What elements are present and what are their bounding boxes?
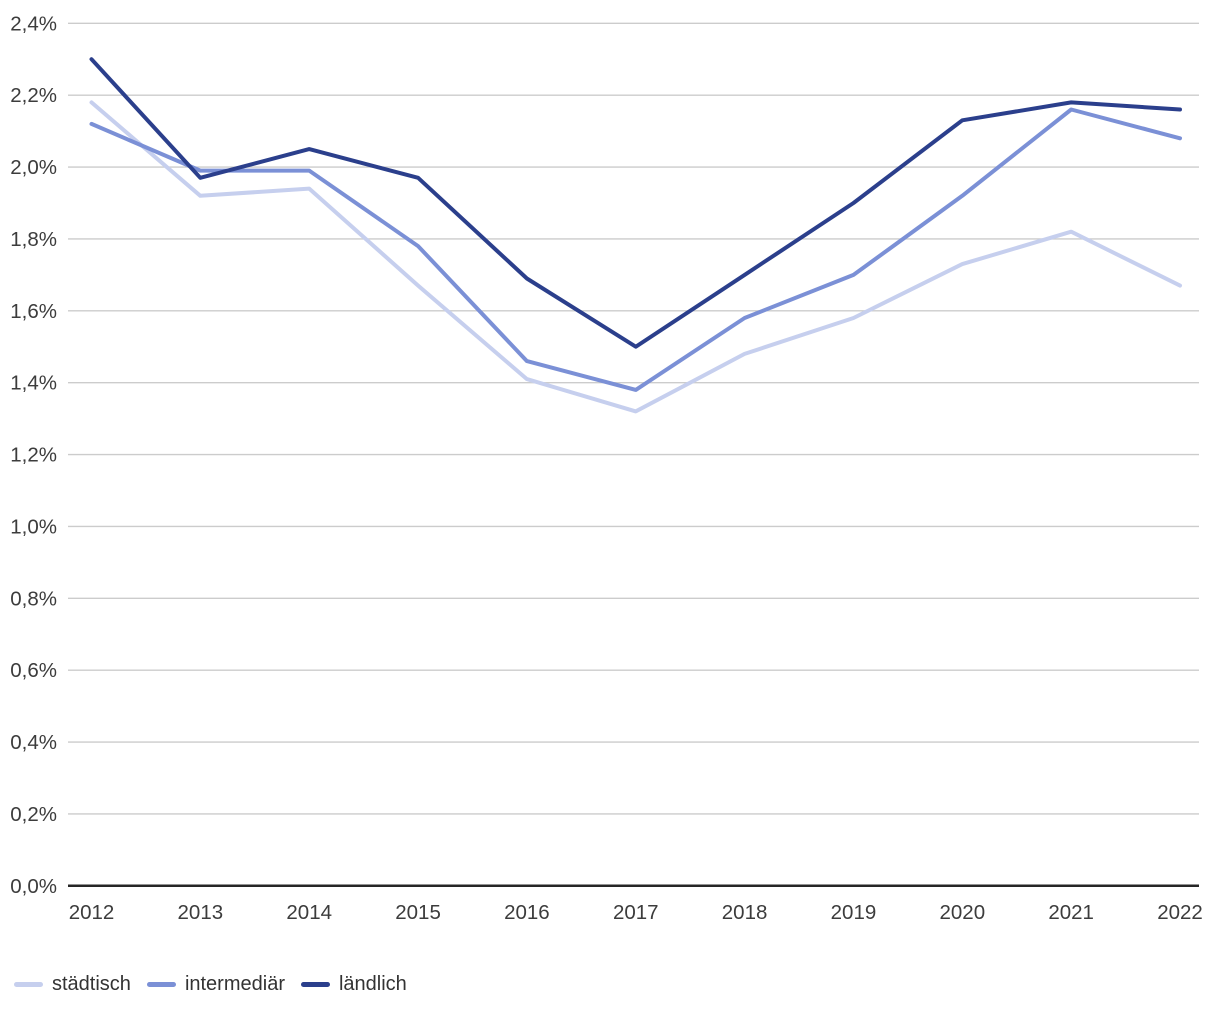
y-axis-tick-label: 0,2%: [10, 803, 57, 826]
legend-item-intermediaer: intermediär: [146, 972, 285, 996]
y-axis-tick-label: 1,2%: [10, 444, 57, 467]
legend-label-intermediaer: intermediär: [184, 973, 285, 995]
y-axis-tick-label: 2,2%: [10, 84, 57, 107]
y-axis-tick-label: 1,0%: [10, 515, 57, 538]
y-axis-tick-label: 0,0%: [10, 875, 57, 898]
chart-legend: städtisch intermediär ländlich: [14, 972, 407, 996]
x-axis-tick-label: 2020: [939, 901, 985, 924]
x-axis-tick-label: 2014: [286, 901, 332, 924]
y-axis-tick-label: 1,8%: [10, 228, 57, 251]
y-axis-tick-label: 1,4%: [10, 372, 57, 395]
y-axis-tick-label: 0,8%: [10, 587, 57, 610]
legend-swatch-staedtisch: [14, 981, 43, 987]
x-axis-tick-label: 2022: [1157, 901, 1203, 924]
x-axis-tick-label: 2021: [1048, 901, 1094, 924]
legend-item-laendlich: ländlich: [300, 972, 407, 996]
x-axis-tick-label: 2012: [69, 901, 115, 924]
legend-swatch-laendlich: [300, 981, 330, 987]
legend-swatch-intermediaer: [146, 981, 176, 987]
x-axis-tick-label: 2015: [395, 901, 441, 924]
series-line-laendlich: [89, 57, 1182, 349]
y-axis-tick-label: 2,0%: [10, 156, 57, 179]
legend-item-staedtisch: städtisch: [14, 972, 131, 996]
x-axis-tick-label: 2018: [722, 901, 768, 924]
y-axis-tick-label: 0,4%: [10, 731, 57, 754]
y-axis-tick-label: 0,6%: [10, 659, 57, 682]
x-axis-tick-label: 2019: [831, 901, 877, 924]
x-axis-tick-label: 2017: [613, 901, 659, 924]
x-axis-tick-label: 2016: [504, 901, 550, 924]
x-axis-tick-label: 2013: [178, 901, 224, 924]
legend-label-laendlich: ländlich: [338, 973, 407, 995]
y-axis-tick-label: 2,4%: [10, 12, 57, 35]
series-line-intermediaer: [89, 107, 1182, 392]
series-line-staedtisch: [89, 100, 1182, 414]
legend-label-staedtisch: städtisch: [52, 973, 131, 995]
y-axis-tick-label: 1,6%: [10, 300, 57, 323]
